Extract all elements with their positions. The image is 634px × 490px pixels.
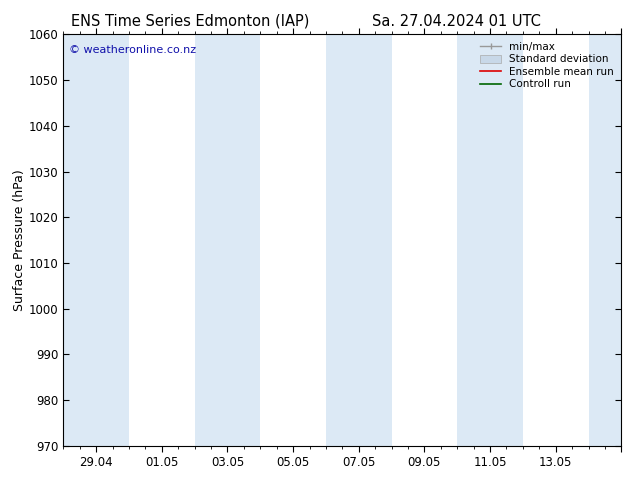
Bar [195, 34, 261, 446]
Bar [588, 34, 621, 446]
Bar [326, 34, 392, 446]
Legend: min/max, Standard deviation, Ensemble mean run, Controll run: min/max, Standard deviation, Ensemble me… [478, 40, 616, 92]
Bar [63, 34, 129, 446]
Text: Sa. 27.04.2024 01 UTC: Sa. 27.04.2024 01 UTC [372, 14, 541, 29]
Bar [457, 34, 523, 446]
Text: © weatheronline.co.nz: © weatheronline.co.nz [69, 45, 196, 54]
Y-axis label: Surface Pressure (hPa): Surface Pressure (hPa) [13, 169, 26, 311]
Text: ENS Time Series Edmonton (IAP): ENS Time Series Edmonton (IAP) [71, 14, 309, 29]
